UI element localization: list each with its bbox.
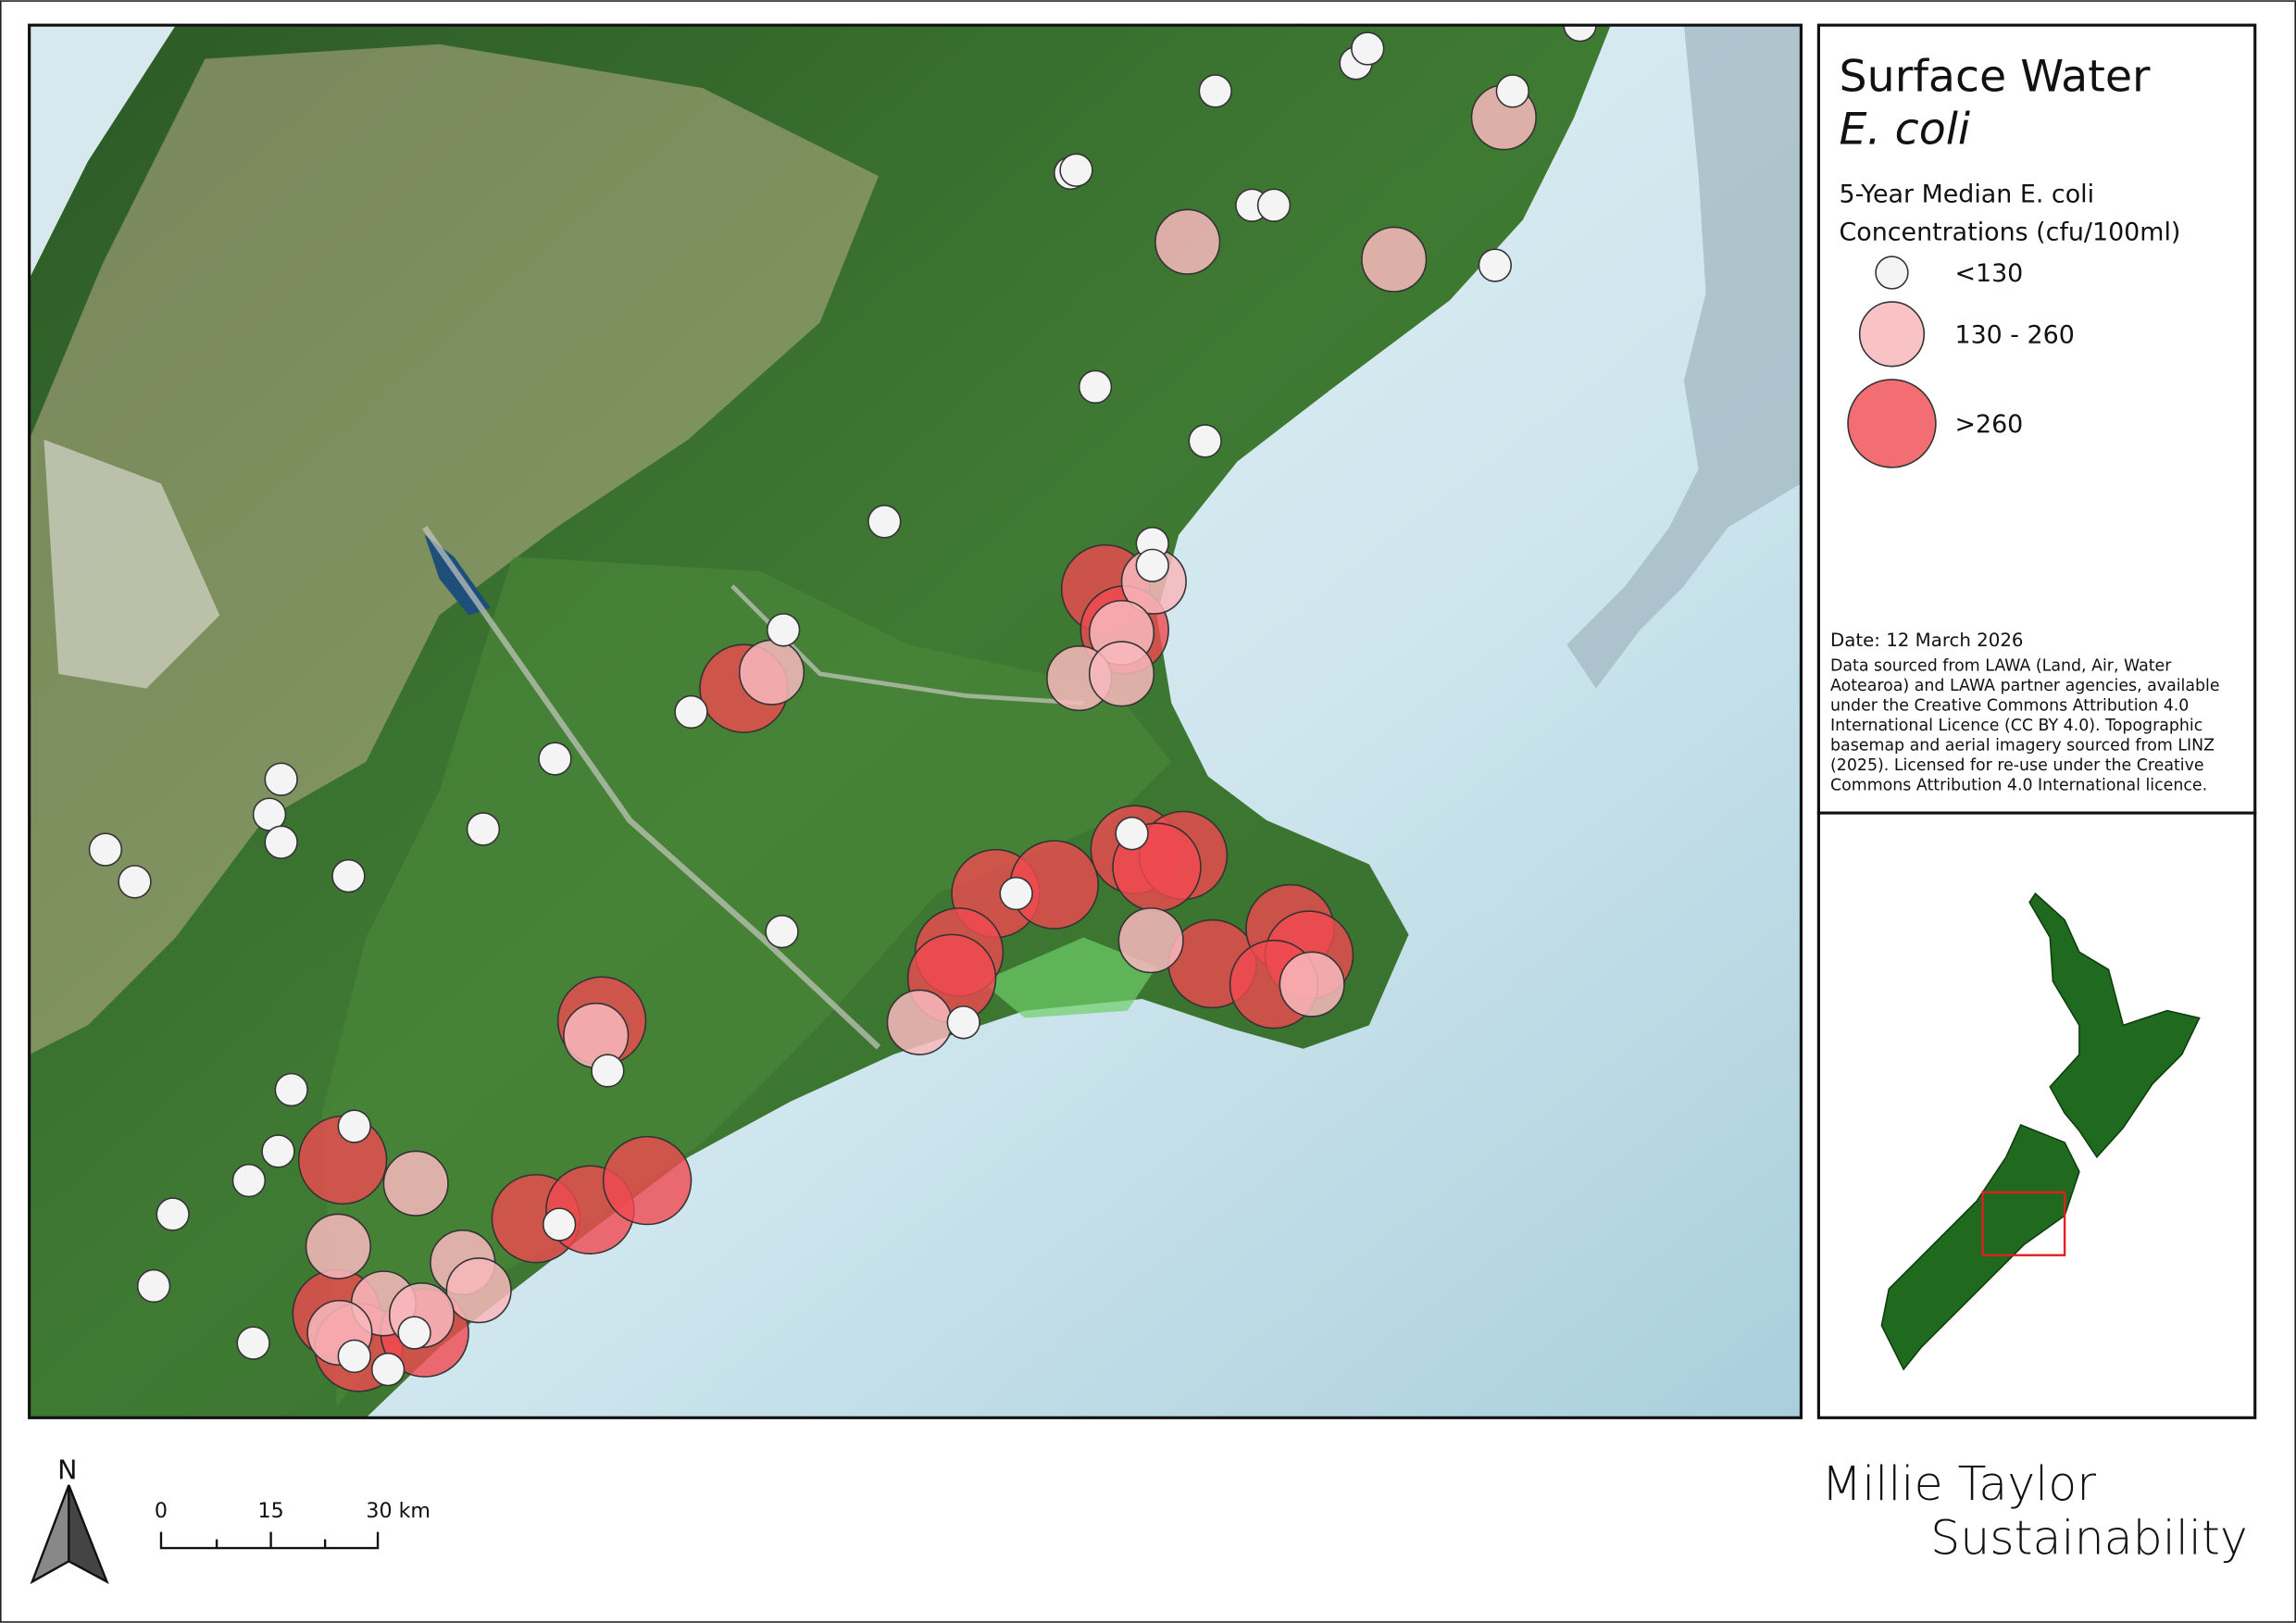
site-marker [867, 505, 902, 539]
legend-swatch [1875, 256, 1909, 290]
site-marker [382, 1150, 449, 1217]
site-marker [397, 1316, 431, 1350]
site-marker [370, 1352, 406, 1387]
site-marker [1478, 248, 1513, 282]
site-marker [1088, 641, 1155, 707]
site-marker [88, 832, 123, 867]
site-marker [1256, 188, 1292, 222]
site-marker [1188, 424, 1222, 458]
site-marker [674, 694, 708, 730]
site-marker [236, 1326, 270, 1360]
brand-name: Sustainability [1930, 1510, 2248, 1565]
legend-swatch [1858, 301, 1926, 368]
extent-box [1981, 1191, 2066, 1256]
legend-title: Surface Water [1840, 51, 2152, 102]
source-line: Commons Attribution 4.0 International li… [1830, 777, 2207, 795]
distant-land [1566, 25, 1802, 689]
site-marker [261, 1134, 295, 1168]
site-marker [1059, 153, 1093, 187]
site-marker [264, 825, 298, 859]
site-marker [1351, 31, 1385, 66]
legend-label: <130 [1954, 259, 2023, 288]
site-marker [766, 613, 801, 647]
south-island [1880, 1123, 2080, 1371]
scale-label: 30 km [366, 1499, 430, 1523]
river [422, 525, 881, 1050]
scale-line [159, 1531, 380, 1550]
site-marker [1078, 369, 1113, 405]
site-marker [542, 1207, 577, 1242]
site-marker [1115, 817, 1149, 851]
site-marker [602, 1135, 693, 1226]
site-marker [264, 762, 298, 796]
source-line: under the Creative Commons Attribution 4… [1830, 697, 2189, 716]
site-marker [999, 876, 1033, 911]
source-line: Data sourced from LAWA (Land, Air, Water [1830, 657, 2172, 676]
site-marker [337, 1109, 371, 1143]
site-marker [538, 742, 572, 776]
scale-label: 15 [258, 1499, 284, 1523]
site-marker [765, 915, 799, 949]
site-marker [118, 865, 152, 899]
legend-subtitle: Concentrations (cfu/100ml) [1840, 218, 2181, 247]
brand-name: Millie Taylor [1822, 1456, 2097, 1511]
scale-bar: 0 15 30 km [155, 1499, 430, 1550]
site-marker [1135, 548, 1169, 582]
site-marker [337, 1339, 371, 1374]
lake-ellesmere [980, 937, 1157, 1018]
legend-items: <130 130 - 260 >260 [1847, 256, 2075, 468]
site-marker [274, 1072, 308, 1107]
site-marker [738, 639, 805, 705]
basemap [29, 25, 1802, 1418]
source-line: International Licence (CC BY 4.0). Topog… [1830, 717, 2202, 735]
site-marker [1563, 25, 1597, 43]
legend-subtitle: 5-Year Median E. coli [1840, 181, 2095, 209]
site-marker [331, 858, 366, 893]
site-marker [231, 1163, 267, 1198]
arrow-right [68, 1484, 109, 1585]
site-marker [305, 1213, 371, 1280]
site-marker [156, 1197, 190, 1231]
site-marker [1154, 208, 1221, 275]
scale-label: 0 [155, 1499, 168, 1523]
site-marker [946, 1005, 980, 1040]
site-marker [591, 1054, 625, 1088]
site-marker [466, 812, 501, 846]
site-marker [1279, 951, 1345, 1017]
north-island [2028, 892, 2201, 1159]
legend-swatch [1847, 379, 1937, 468]
legend-label: >260 [1954, 410, 2023, 439]
legend-label: 130 - 260 [1954, 320, 2074, 349]
site-marker [1495, 74, 1530, 108]
map-frame [28, 23, 1803, 1419]
mountains [29, 44, 879, 1055]
site-marker [886, 989, 953, 1055]
source-line: basemap and aerial imagery sourced from … [1830, 737, 2215, 755]
source-line: (2025). Licensed for re-use under the Cr… [1830, 756, 2204, 775]
inset-map [1880, 892, 2201, 1371]
site-marker [1361, 226, 1428, 293]
site-marker [445, 1257, 512, 1324]
site-marker [1198, 74, 1232, 108]
sea-northwest [29, 25, 176, 279]
snow [44, 439, 220, 689]
legend-title: E. coli [1840, 104, 1971, 155]
date-note: Date: 12 March 2026 [1830, 630, 2023, 651]
north-label: N [57, 1455, 77, 1486]
source-note: Data sourced from LAWA (Land, Air, Water… [1830, 657, 2220, 795]
site-markers [88, 25, 1597, 1392]
source-line: Aotearoa) and LAWA partner agencies, ava… [1830, 677, 2220, 695]
site-marker [1117, 907, 1184, 974]
site-marker [136, 1268, 171, 1304]
north-arrow: N [30, 1455, 109, 1585]
